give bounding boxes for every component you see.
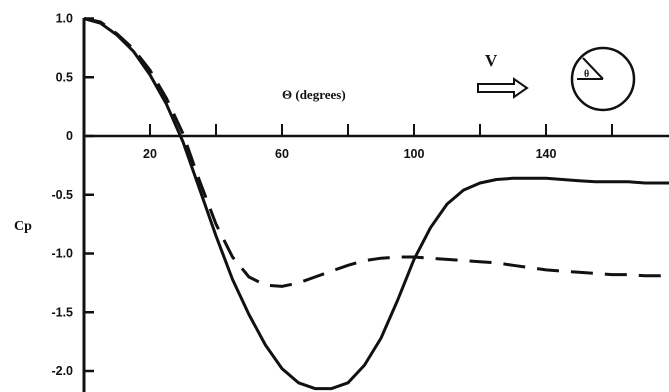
y-tick-label: -2.0	[51, 364, 73, 378]
x-tick-label: 100	[404, 147, 425, 161]
x-axis: 20 60 100 140	[84, 124, 669, 161]
x-tick-label: 60	[275, 147, 289, 161]
y-tick-label: 1.0	[56, 12, 73, 26]
cylinder-theta-symbol: θ	[584, 69, 589, 80]
velocity-arrow-icon	[477, 77, 529, 99]
series-line-solid	[83, 17, 669, 391]
cylinder-circle	[570, 46, 636, 112]
velocity-label: V	[485, 51, 498, 70]
x-tick-label: 140	[536, 147, 557, 161]
y-axis: 1.0 0.5 0 -0.5 -1.0 -1.5 -2.0	[51, 12, 94, 392]
y-axis-label: Cp	[14, 219, 32, 234]
y-tick-label: 0.5	[56, 70, 73, 84]
series-layer	[83, 17, 669, 391]
x-tick-label: 20	[143, 147, 157, 161]
x-tick-group: 20 60 100 140	[143, 124, 613, 161]
y-tick-label: -1.0	[51, 247, 73, 261]
y-tick-label: 0	[66, 129, 73, 143]
y-tick-group: 1.0 0.5 0 -0.5 -1.0 -1.5 -2.0	[51, 12, 94, 378]
velocity-indicator: V	[477, 51, 529, 99]
y-tick-label: -0.5	[51, 188, 73, 202]
cylinder-angle-ray	[582, 57, 604, 80]
y-tick-label: -1.5	[51, 305, 73, 319]
cylinder-diagram: θ	[570, 46, 636, 112]
x-axis-label: Θ (degrees)	[282, 87, 346, 102]
series-line-dashed	[83, 17, 669, 288]
